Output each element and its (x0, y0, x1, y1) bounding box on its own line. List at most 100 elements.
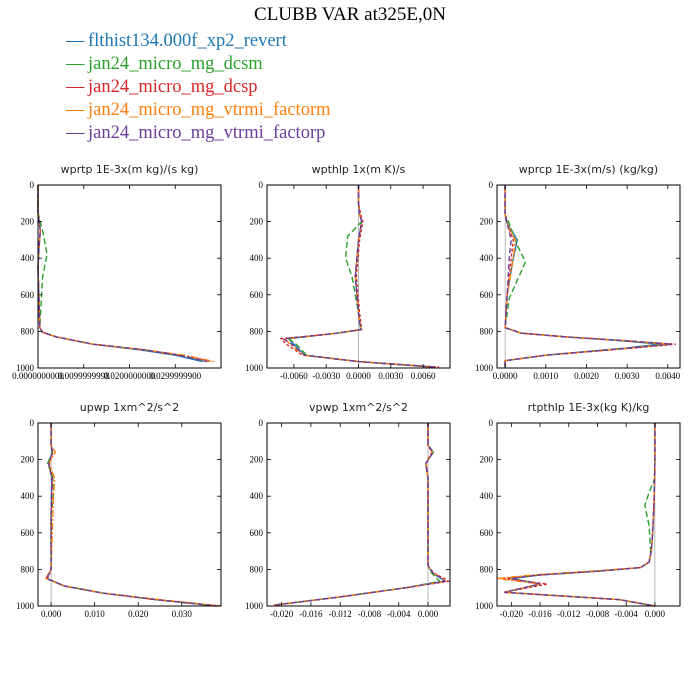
series-line (274, 423, 446, 606)
x-tick-label: -0.008 (586, 609, 610, 619)
x-tick-label: -0.004 (615, 609, 639, 619)
plot-frame (37, 184, 222, 369)
x-tick-label: 0.020 (128, 609, 149, 619)
y-tick-label: 200 (250, 217, 264, 227)
y-tick-label: 1000 (475, 363, 494, 373)
y-tick-label: 0 (259, 180, 264, 190)
y-tick-label: 1000 (245, 601, 264, 611)
plot-frame (266, 422, 451, 607)
legend: — flthist134.000f_xp2_revert — jan24_micro_… (66, 30, 331, 145)
legend-item: — jan24_micro_mg_vtrmi_factorp (66, 122, 331, 145)
panel-title: wprcp 1E-3x(m/s) (kg/kg) (519, 163, 658, 176)
legend-item: — jan24_micro_mg_dcsp (66, 76, 331, 99)
panel-6: rtpthlp 1E-3x(kg K)/kg02004006008001000-… (475, 401, 681, 619)
panel-3: wprcp 1E-3x(m/s) (kg/kg) 0 200 400 600 800 100… (475, 163, 681, 381)
x-tick-label: -0.016 (528, 609, 552, 619)
y-tick-label: 0 (489, 418, 494, 428)
x-tick-label: -0.020 (270, 609, 294, 619)
legend-item: — jan24_micro_mg_dcsm (66, 53, 331, 76)
y-tick-label: 600 (480, 290, 494, 300)
series-line (504, 423, 656, 607)
y-tick-label: 400 (21, 491, 35, 501)
series-line (504, 423, 656, 607)
x-tick-label: 0.0099999998 (58, 371, 110, 381)
series-line (274, 423, 447, 606)
y-tick-label: 800 (250, 326, 264, 336)
series-line (274, 423, 451, 606)
series-line (286, 185, 434, 368)
y-tick-label: 1000 (245, 363, 264, 373)
x-tick-label: 0.0299999900 (149, 371, 201, 381)
series-line (286, 185, 434, 368)
x-tick-label: 0.0000000000 (12, 371, 64, 381)
series-line (37, 185, 203, 363)
legend-swatch: — (66, 54, 85, 74)
legend-item: — flthist134.000f_xp2_revert (66, 30, 331, 53)
series-line (37, 185, 208, 363)
legend-label: jan24_micro_mg_dcsp (88, 77, 258, 97)
legend-swatch: — (66, 77, 85, 97)
x-tick-label: -0.020 (500, 609, 524, 619)
y-tick-label: 200 (480, 455, 494, 465)
legend-label: jan24_micro_mg_dcsm (88, 54, 263, 74)
x-tick-label: 0.0030 (378, 371, 403, 381)
panel-2: wpthlp 1x(m K)/s 0 200 400 600 800 1000 -0.0060… (245, 163, 451, 381)
y-tick-label: 600 (480, 528, 494, 538)
y-tick-label: 1000 (16, 363, 35, 373)
x-tick-label: -0.016 (299, 609, 323, 619)
x-tick-label: 0.000 (645, 609, 666, 619)
series-line (44, 423, 222, 607)
y-tick-label: 400 (480, 253, 494, 263)
y-tick-label: 400 (250, 253, 264, 263)
legend-label: jan24_micro_mg_vtrmi_factorm (88, 100, 331, 120)
x-tick-label: 0.0020 (574, 371, 599, 381)
series-line (37, 185, 212, 363)
panel-title: vpwp 1xm^2/s^2 (309, 401, 408, 414)
y-tick-label: 600 (250, 290, 264, 300)
y-tick-label: 200 (21, 455, 35, 465)
x-tick-label: 0.0060 (411, 371, 436, 381)
y-tick-label: 800 (21, 326, 35, 336)
series-line (45, 423, 217, 607)
legend-swatch: — (66, 123, 85, 143)
panel-1: wprtp 1E-3x(m kg)/(s kg) 0 200 400 600 800 100… (12, 163, 222, 381)
series-line (504, 185, 668, 368)
panel-title: upwp 1xm^2/s^2 (80, 401, 180, 414)
x-tick-label: 0.0000 (493, 371, 518, 381)
series-line (37, 185, 208, 363)
series-line (46, 423, 222, 607)
x-tick-label: 0.030 (172, 609, 193, 619)
panel-title: wpthlp 1x(m K)/s (312, 163, 406, 176)
panel-title: wprtp 1E-3x(m kg)/(s kg) (61, 163, 199, 176)
plot-frame (496, 422, 681, 607)
series-line (504, 423, 656, 607)
legend-label: flthist134.000f_xp2_revert (88, 31, 287, 51)
y-tick-label: 200 (21, 217, 35, 227)
y-tick-label: 0 (259, 418, 264, 428)
x-tick-label: 0.010 (85, 609, 106, 619)
series-line (45, 423, 217, 607)
y-tick-label: 400 (21, 253, 35, 263)
x-tick-label: -0.0060 (280, 371, 308, 381)
panel-5: vpwp 1xm^2/s^2 0 200 400 600 800 1000 -0.020 -0.… (245, 401, 451, 619)
y-tick-label: 0 (30, 418, 35, 428)
series-line (279, 185, 440, 368)
x-tick-label: 0.0030 (615, 371, 640, 381)
series-line (504, 185, 660, 368)
series-line (274, 423, 442, 606)
y-tick-label: 800 (480, 564, 494, 574)
page-title: CLUBB VAR at325E,0N (254, 4, 446, 25)
y-tick-label: 1000 (475, 601, 494, 611)
legend-swatch: — (66, 100, 85, 120)
legend-item: — jan24_micro_mg_vtrmi_factorm (66, 99, 331, 122)
y-tick-label: 0 (489, 180, 494, 190)
x-tick-label: 0.0200000000 (104, 371, 156, 381)
series-line (504, 185, 672, 368)
legend-label: jan24_micro_mg_vtrmi_factorp (88, 123, 326, 143)
series-line (274, 423, 448, 606)
panel-4: upwp 1xm^2/s^2 0 200 400 600 800 1000 0.000 0.01… (16, 401, 222, 619)
x-tick-label: -0.012 (329, 609, 352, 619)
x-tick-label: -0.012 (557, 609, 580, 619)
y-tick-label: 200 (250, 455, 264, 465)
